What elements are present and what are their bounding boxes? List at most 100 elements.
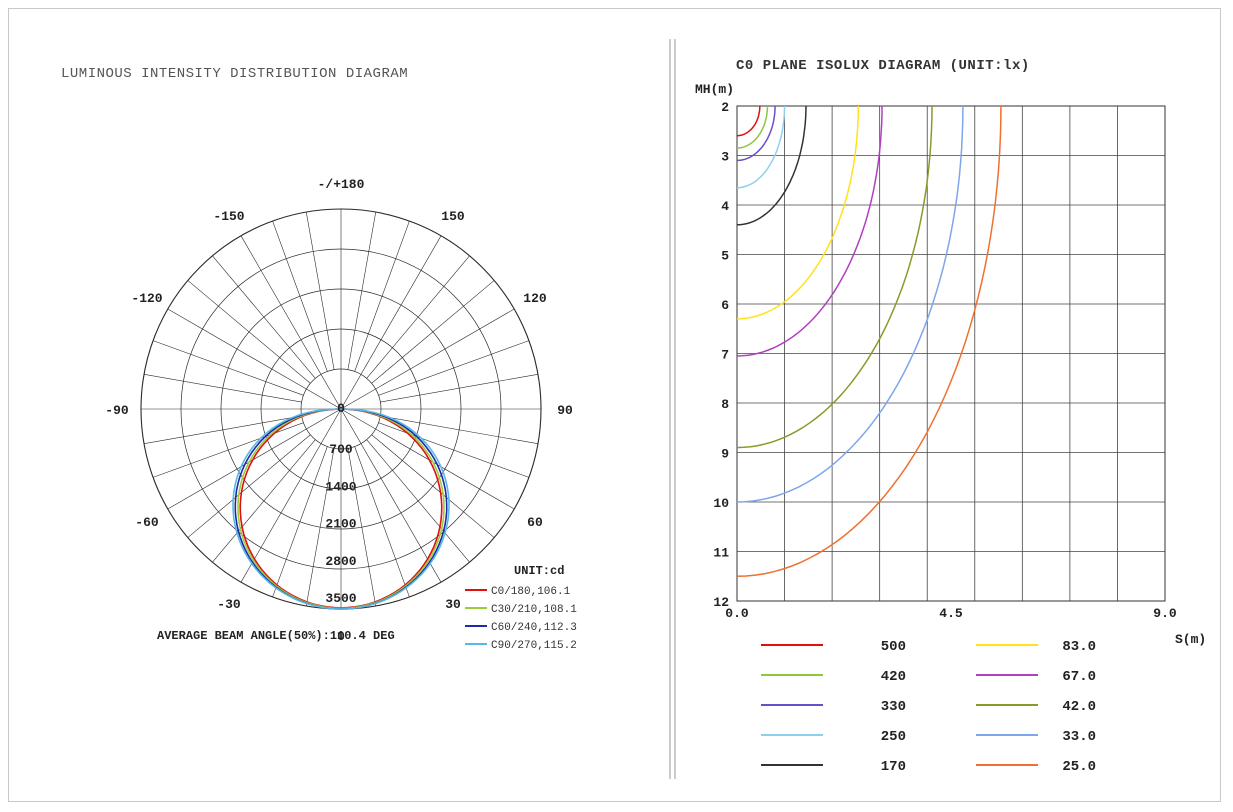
polar-spoke (340, 408, 515, 510)
isolux-y-tick-label: 2 (721, 100, 729, 115)
polar-spoke (371, 280, 495, 384)
polar-angle-label: -150 (213, 209, 244, 224)
polar-spoke (354, 446, 410, 598)
isolux-x-tick-label: 9.0 (1153, 606, 1177, 621)
isolux-x-tick-label: 4.5 (939, 606, 963, 621)
polar-angle-label: 120 (523, 291, 547, 306)
polar-spoke (212, 439, 316, 563)
isolux-legend-label: 500 (881, 639, 906, 655)
polar-angle-label: -30 (217, 597, 241, 612)
polar-legend-label: C90/270,115.2 (491, 640, 577, 652)
polar-angle-labels: -/+180 -150 150 -120 120 -90 90 -60 60 -30 30 0 (105, 177, 573, 644)
polar-angle-label: -90 (105, 403, 129, 418)
polar-spoke (366, 255, 470, 379)
isolux-y-tick-label: 3 (721, 150, 729, 165)
polar-radial-tick-label: 3500 (325, 591, 356, 606)
isolux-legend-label: 250 (881, 729, 906, 745)
polar-spoke (152, 340, 304, 396)
isolux-y-tick-label: 10 (713, 496, 729, 511)
isolux-y-tick-label: 4 (721, 199, 729, 214)
isolux-legend-label: 330 (881, 699, 906, 715)
polar-legend: C0/180,106.1 C30/210,108.1 C60/240,112.3 C9… (465, 586, 577, 652)
isolux-contour (736, 105, 964, 503)
polar-spoke (366, 439, 470, 563)
polar-spoke (167, 408, 342, 510)
polar-title: LUMINOUS INTENSITY DISTRIBUTION DIAGRAM (61, 66, 408, 82)
polar-spoke (143, 415, 302, 445)
isolux-y-axis-label: MH(m) (695, 82, 734, 97)
isolux-contour (736, 105, 786, 189)
polar-spoke (340, 408, 442, 583)
polar-spoke (378, 422, 530, 478)
polar-grid (140, 208, 542, 610)
isolux-ticks: 2 3 4 5 6 7 8 9 10 11 120.0 4.5 9.0 (713, 100, 1177, 621)
polar-angle-label: 60 (527, 515, 543, 530)
isolux-y-tick-label: 11 (713, 546, 729, 561)
polar-radial-tick-label: 700 (329, 442, 353, 457)
polar-spoke (212, 255, 316, 379)
polar-spoke (187, 434, 311, 538)
polar-angle-label: 0 (337, 629, 345, 644)
isolux-y-tick-label: 8 (721, 397, 729, 412)
isolux-contour (736, 105, 1002, 578)
beam-angle-footer: AVERAGE BEAM ANGLE(50%):110.4 DEG (157, 629, 395, 643)
polar-spoke (305, 448, 335, 607)
polar-curves (232, 408, 450, 610)
isolux-legend: 500 420 330 250 170 83.0 67.0 42.0 33.0 25.0 (761, 639, 1096, 775)
isolux-curves (736, 105, 1002, 578)
isolux-contour (736, 106, 769, 149)
polar-spoke (240, 408, 342, 583)
page-frame: LUMINOUS INTENSITY DISTRIBUTION DIAGRAM … (8, 8, 1221, 802)
polar-angle-label: -/+180 (318, 177, 365, 192)
isolux-legend-label: 42.0 (1062, 699, 1096, 715)
polar-spoke (240, 235, 342, 410)
polar-angle-label: -60 (135, 515, 159, 530)
polar-spoke (187, 280, 311, 384)
polar-series-curve (232, 408, 450, 610)
isolux-legend-label: 83.0 (1062, 639, 1096, 655)
polar-legend-label: C0/180,106.1 (491, 586, 571, 598)
isolux-x-tick-label: 0.0 (725, 606, 749, 621)
isolux-legend-label: 67.0 (1062, 669, 1096, 685)
polar-spoke (347, 211, 377, 370)
polar-spoke (371, 434, 495, 538)
polar-angle-label: 30 (445, 597, 461, 612)
polar-spoke (340, 235, 442, 410)
isolux-contour (736, 105, 933, 449)
polar-spoke (380, 415, 539, 445)
polar-spoke (167, 308, 342, 410)
isolux-y-tick-label: 12 (713, 595, 729, 610)
polar-angle-label: -120 (131, 291, 162, 306)
isolux-contour (736, 105, 860, 320)
isolux-x-axis-label: S(m) (1175, 632, 1206, 647)
isolux-grid (736, 105, 1166, 602)
polar-angle-label: 150 (441, 209, 465, 224)
isolux-y-tick-label: 6 (721, 298, 729, 313)
isolux-contour (736, 105, 807, 226)
polar-angle-label: 90 (557, 403, 573, 418)
polar-radial-tick-label: 2800 (325, 554, 356, 569)
isolux-legend-label: 25.0 (1062, 759, 1096, 775)
polar-spoke (152, 422, 304, 478)
isolux-legend-label: 33.0 (1062, 729, 1096, 745)
polar-spoke (347, 448, 377, 607)
polar-radial-labels: 0 700 1400 2100 2800 3500 (325, 401, 356, 606)
polar-spoke (380, 373, 539, 403)
isolux-legend-label: 420 (881, 669, 906, 685)
isolux-contour (736, 106, 883, 357)
isolux-y-tick-label: 5 (721, 249, 729, 264)
isolux-contour (737, 106, 761, 137)
polar-spoke (272, 446, 328, 598)
polar-spoke (272, 220, 328, 372)
polar-spoke (378, 340, 530, 396)
isolux-y-tick-label: 9 (721, 447, 729, 462)
polar-radial-tick-label: 1400 (325, 479, 356, 494)
polar-legend-label: C30/210,108.1 (491, 604, 577, 616)
polar-radial-tick-label: 2100 (325, 517, 356, 532)
isolux-y-tick-label: 7 (721, 348, 729, 363)
isolux-contour (736, 106, 776, 162)
polar-radial-tick-label: 0 (337, 401, 345, 416)
polar-spoke (305, 211, 335, 370)
polar-spoke (354, 220, 410, 372)
isolux-title: C0 PLANE ISOLUX DIAGRAM (UNIT:lx) (736, 58, 1030, 74)
